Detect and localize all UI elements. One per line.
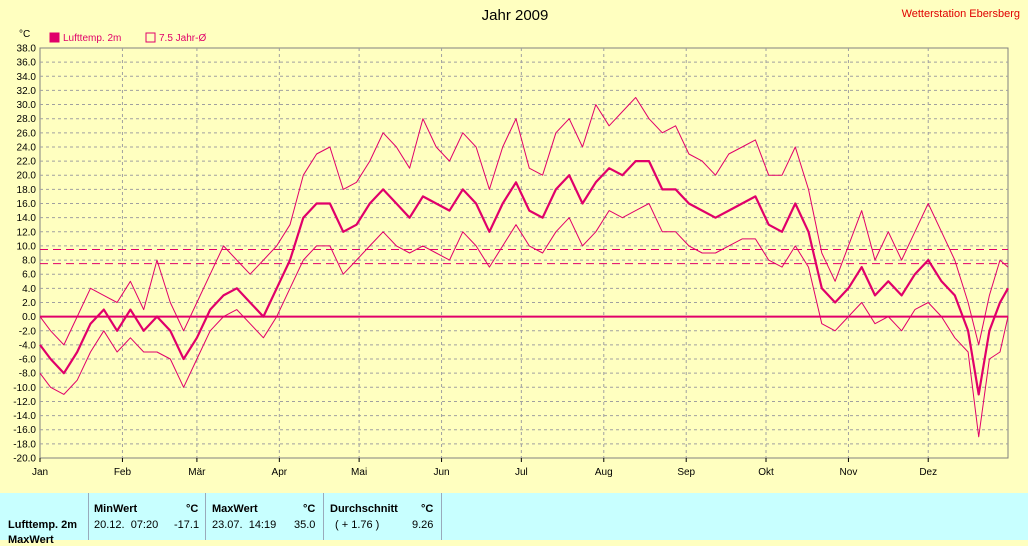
y-tick-label: 14.0 [17, 213, 37, 224]
x-tick-label: Feb [114, 467, 132, 478]
series-line-mean [39, 160, 1009, 396]
y-tick-label: 34.0 [17, 72, 37, 83]
y-tick-label: 38.0 [17, 44, 37, 55]
series-line-max [39, 97, 1009, 346]
y-tick-label: 20.0 [17, 171, 37, 182]
stats-label-column: Lufttemp. 2m MaxWert [0, 493, 89, 546]
y-tick-label: -8.0 [19, 369, 37, 380]
y-tick-label: 28.0 [17, 114, 37, 125]
temperature-chart: -20.0 -18.0 -16.0 -14.0 -12.0 -10.0 -8.0 -6.0 -4… [13, 7, 1020, 478]
y-axis-unit: °C [19, 29, 30, 40]
y-tick-label: 24.0 [17, 142, 37, 153]
stats-max-unit: °C [303, 503, 316, 515]
stats-min-date: 20.12. 07:20 [94, 519, 159, 531]
y-tick-label: 0.0 [22, 312, 36, 323]
legend-swatch-avg [145, 32, 156, 43]
series-line-min [39, 203, 1009, 438]
x-tick-label: Jul [515, 467, 528, 478]
stats-avg-cell: Durchschnitt °C ( + 1.76 ) 9.26 [323, 493, 442, 540]
x-tick-label: Okt [758, 467, 774, 478]
x-tick-label: Apr [272, 467, 288, 478]
y-tick-label: 30.0 [17, 100, 37, 111]
y-tick-label: 6.0 [22, 270, 36, 281]
stats-avg-value: 9.26 [412, 519, 434, 531]
chart-title: Jahr 2009 [482, 7, 549, 24]
x-tick-label: Jun [433, 467, 449, 478]
y-tick-label: -2.0 [19, 326, 37, 337]
legend-swatch-temp [49, 32, 60, 43]
y-tick-label: 18.0 [17, 185, 37, 196]
y-tick-label: -6.0 [19, 355, 37, 366]
series-group [39, 97, 1009, 438]
y-tick-label: -14.0 [13, 411, 36, 422]
x-tick-label: Mär [188, 467, 206, 478]
y-tick-label: 22.0 [17, 157, 37, 168]
plot-area [39, 47, 1009, 459]
y-tick-label: 16.0 [17, 199, 37, 210]
y-tick-label: -18.0 [13, 439, 36, 450]
y-tick-label: 2.0 [22, 298, 36, 309]
y-tick-label: 10.0 [17, 241, 37, 252]
stats-min-cell: MinWert °C 20.12. 07:20 -17.1 [88, 493, 206, 540]
stats-min-value: -17.1 [174, 519, 200, 531]
y-tick-label: -20.0 [13, 454, 36, 465]
grid-lines [40, 48, 1008, 458]
station-name: Wetterstation Ebersberg [902, 8, 1020, 20]
x-tick-label: Aug [595, 467, 613, 478]
x-tick-label: Dez [919, 467, 937, 478]
stats-max-value: 35.0 [294, 519, 316, 531]
stats-row-label: Lufttemp. 2m [8, 519, 78, 531]
y-tick-label: 4.0 [22, 284, 36, 295]
stats-min-unit: °C [186, 503, 199, 515]
y-tick-label: 8.0 [22, 256, 36, 267]
stats-avg-unit: °C [421, 503, 434, 515]
stats-max-header: MaxWert [212, 503, 258, 515]
y-tick-label: -16.0 [13, 425, 36, 436]
stats-row-label-2: MaxWert [8, 534, 54, 546]
stats-avg-delta: ( + 1.76 ) [335, 519, 380, 531]
y-tick-label: 12.0 [17, 227, 37, 238]
x-tick-label: Jan [32, 467, 48, 478]
statistics-panel: Lufttemp. 2m MaxWert MinWert °C 20.12. 0… [0, 493, 1028, 546]
x-axis-ticks: Jan Feb Mär Apr Mai Jun Jul Aug Sep Okt Nov Dez [32, 458, 937, 478]
y-tick-label: 36.0 [17, 58, 37, 69]
legend-label-avg: 7.5 Jahr-Ø [159, 33, 206, 44]
y-tick-label: -4.0 [19, 340, 37, 351]
y-tick-label: 32.0 [17, 86, 37, 97]
y-tick-label: -10.0 [13, 383, 36, 394]
stats-min-header: MinWert [94, 503, 138, 515]
x-tick-label: Mai [351, 467, 367, 478]
stats-max-date: 23.07. 14:19 [212, 519, 277, 531]
legend-label-temp: Lufttemp. 2m [63, 33, 121, 44]
y-axis-ticks: -20.0 -18.0 -16.0 -14.0 -12.0 -10.0 -8.0 -6.0 -4… [13, 44, 36, 465]
x-tick-label: Sep [677, 467, 695, 478]
x-tick-label: Nov [840, 467, 858, 478]
y-tick-label: -12.0 [13, 397, 36, 408]
y-tick-label: 26.0 [17, 128, 37, 139]
stats-avg-header: Durchschnitt [330, 503, 398, 515]
stats-max-cell: MaxWert °C 23.07. 14:19 35.0 [205, 493, 324, 540]
